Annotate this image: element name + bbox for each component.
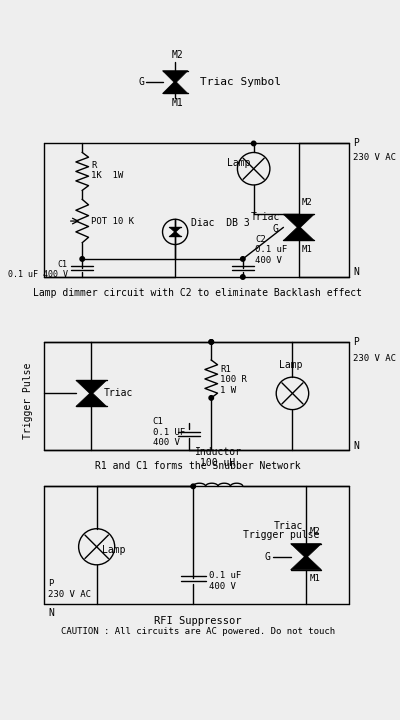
Text: R
1K  1W: R 1K 1W [91, 161, 124, 180]
Text: 230 V AC: 230 V AC [353, 354, 396, 363]
Polygon shape [170, 228, 181, 233]
Text: Lamp dimmer circuit with C2 to eliminate Backlash effect: Lamp dimmer circuit with C2 to eliminate… [33, 288, 362, 298]
Circle shape [209, 340, 214, 344]
Text: Triac: Triac [274, 521, 304, 531]
Text: P: P [353, 138, 359, 148]
Text: C1
0.1 uF 400 V: C1 0.1 uF 400 V [8, 260, 68, 279]
Circle shape [240, 257, 245, 261]
Text: 0.1 uF
400 V: 0.1 uF 400 V [210, 572, 242, 590]
Text: Trigger Pulse: Trigger Pulse [23, 362, 33, 438]
Text: Lamp: Lamp [279, 360, 302, 370]
Text: Triac Symbol: Triac Symbol [200, 77, 282, 87]
Circle shape [209, 395, 214, 400]
Text: M1: M1 [310, 575, 320, 583]
Text: M2: M2 [302, 198, 312, 207]
Polygon shape [291, 544, 321, 558]
Text: N: N [353, 441, 359, 451]
Polygon shape [291, 555, 321, 570]
Text: M2: M2 [310, 528, 320, 536]
Text: N: N [48, 608, 54, 618]
Text: Lamp: Lamp [102, 545, 126, 555]
Text: P: P [353, 337, 359, 347]
Text: Lamp: Lamp [226, 158, 250, 168]
Text: G: G [265, 552, 271, 562]
Text: R1 and C1 forms the Snubber Network: R1 and C1 forms the Snubber Network [95, 461, 300, 471]
Text: M2: M2 [172, 50, 184, 60]
Text: C2
0.1 uF
400 V: C2 0.1 uF 400 V [256, 235, 288, 265]
Text: G: G [272, 224, 278, 234]
Polygon shape [76, 392, 106, 406]
Polygon shape [162, 81, 188, 94]
Text: Inductor
100 uH: Inductor 100 uH [194, 446, 242, 468]
Circle shape [209, 340, 214, 344]
Polygon shape [76, 380, 106, 395]
Polygon shape [170, 231, 181, 236]
Circle shape [80, 257, 84, 261]
Text: P
230 V AC: P 230 V AC [48, 580, 91, 599]
Text: Triac: Triac [104, 388, 133, 398]
Text: CAUTION : All circuits are AC powered. Do not touch: CAUTION : All circuits are AC powered. D… [61, 627, 335, 636]
Polygon shape [284, 215, 314, 229]
Text: Trigger pulse: Trigger pulse [244, 531, 320, 541]
Text: R1
100 R
1 W: R1 100 R 1 W [220, 365, 247, 395]
Circle shape [252, 141, 256, 145]
Text: N: N [353, 268, 359, 277]
Text: Triac: Triac [250, 212, 280, 222]
Text: M1: M1 [172, 98, 184, 108]
Circle shape [240, 275, 245, 279]
Text: RFI Suppressor: RFI Suppressor [154, 616, 242, 626]
Text: G: G [139, 77, 144, 87]
Text: 230 V AC: 230 V AC [353, 153, 396, 163]
Text: C1
0.1 UF
400 V: C1 0.1 UF 400 V [153, 418, 185, 447]
Text: Diac  DB 3: Diac DB 3 [192, 218, 250, 228]
Text: M1: M1 [302, 245, 312, 254]
Circle shape [191, 484, 196, 489]
Polygon shape [162, 71, 188, 84]
Text: POT 10 K: POT 10 K [91, 217, 134, 225]
Polygon shape [284, 226, 314, 240]
